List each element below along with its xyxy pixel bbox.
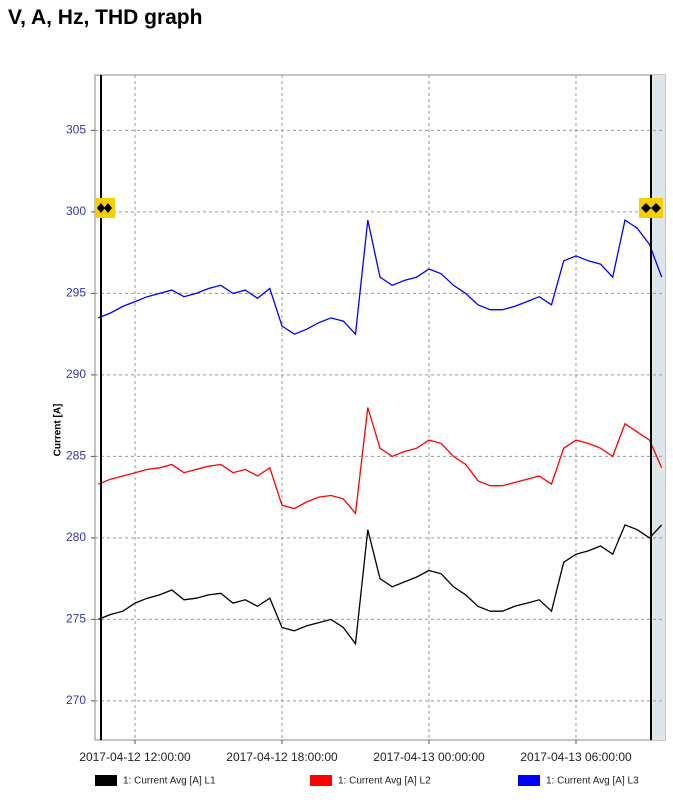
x-tick-label: 2017-04-13 00:00:00: [373, 750, 485, 764]
legend-label: 1: Current Avg [A] L2: [338, 776, 431, 787]
plot-area: [94, 74, 666, 741]
y-tick-label: 285: [66, 449, 86, 463]
y-tick-label: 275: [66, 612, 86, 626]
x-tick-label: 2017-04-12 12:00:00: [79, 750, 191, 764]
y-tick-label: 270: [66, 693, 86, 707]
series-line: [98, 524, 663, 646]
legend-swatch: [518, 775, 540, 786]
y-tick-label: 290: [66, 367, 86, 381]
cursor-handle-icon: [641, 203, 661, 213]
y-tick-label: 295: [66, 286, 86, 300]
y-axis-label: Current [A]: [53, 404, 64, 457]
series-line: [98, 407, 663, 515]
legend-swatch: [310, 775, 332, 786]
legend-label: 1: Current Avg [A] L1: [123, 776, 216, 787]
x-tick-label: 2017-04-13 06:00:00: [520, 750, 632, 764]
y-tick-label: 305: [66, 123, 86, 137]
page-title: V, A, Hz, THD graph: [8, 6, 203, 29]
y-tick-label: 300: [66, 204, 86, 218]
legend-swatch: [95, 775, 117, 786]
series-line: [98, 219, 663, 336]
cursor-handle-icon: [97, 203, 112, 213]
legend-label: 1: Current Avg [A] L3: [546, 776, 639, 787]
y-tick-label: 280: [66, 530, 86, 544]
x-tick-label: 2017-04-12 18:00:00: [226, 750, 338, 764]
selection-strip: [652, 75, 665, 740]
